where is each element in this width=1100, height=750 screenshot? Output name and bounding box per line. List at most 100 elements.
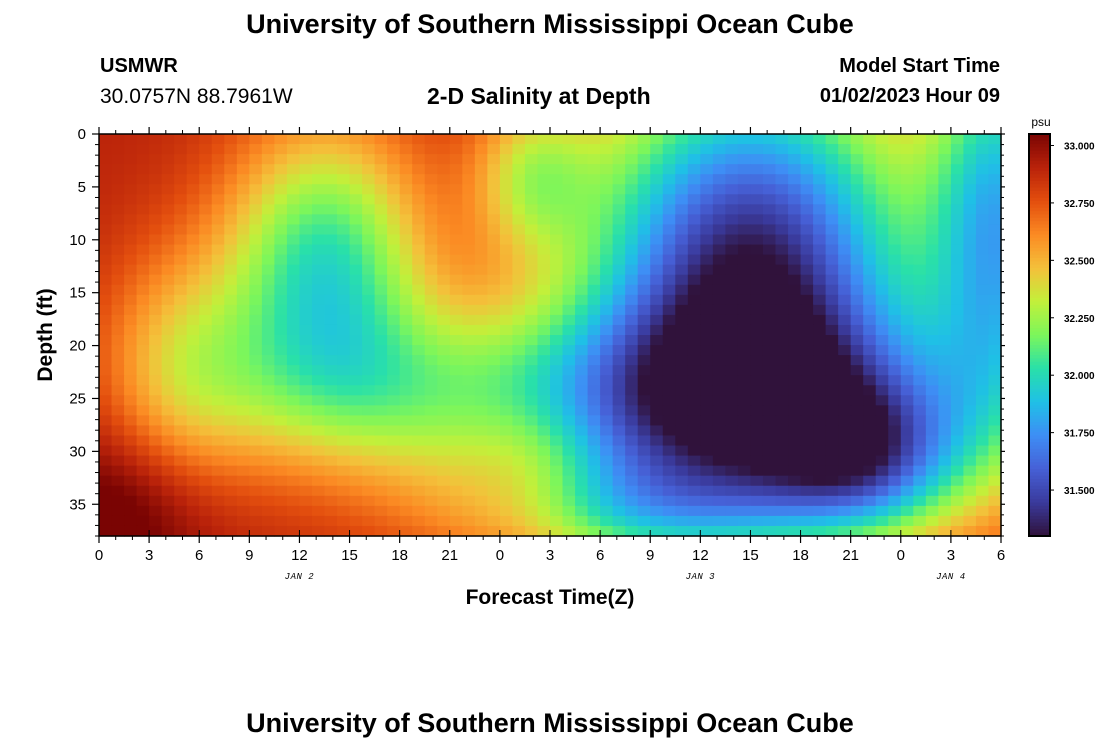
heatmap-cell (374, 405, 388, 416)
heatmap-cell (462, 324, 476, 336)
heatmap-cell (762, 234, 777, 246)
heatmap-cell (863, 355, 877, 366)
heatmap-cell (675, 154, 689, 165)
heatmap-cell (762, 264, 777, 276)
heatmap-cell (111, 435, 125, 447)
heatmap-cell (136, 204, 150, 215)
heatmap-cell (700, 485, 714, 497)
heatmap-cell (261, 314, 275, 326)
heatmap-cell (487, 304, 501, 316)
heatmap-cell (437, 224, 451, 236)
heatmap-cell (625, 234, 639, 246)
heatmap-cell (988, 445, 1002, 457)
heatmap-cell (838, 224, 852, 236)
heatmap-cell (600, 194, 614, 205)
heatmap-cell (950, 455, 965, 467)
heatmap-cell (324, 525, 338, 537)
colorbar-segment (1029, 214, 1050, 219)
heatmap-cell (838, 244, 852, 256)
heatmap-cell (863, 465, 877, 477)
heatmap-cell (186, 455, 200, 467)
heatmap-cell (199, 144, 213, 155)
heatmap-cell (211, 455, 225, 467)
heatmap-cell (750, 425, 764, 437)
heatmap-cell (925, 154, 939, 165)
heatmap-cell (675, 284, 689, 296)
heatmap-cell (587, 154, 601, 165)
heatmap-cell (236, 385, 250, 396)
heatmap-cell (875, 264, 889, 276)
heatmap-cell (612, 355, 626, 366)
heatmap-cell (762, 355, 777, 366)
heatmap-cell (925, 304, 939, 316)
heatmap-cell (186, 505, 200, 517)
heatmap-cell (349, 204, 363, 215)
heatmap-cell (124, 224, 138, 236)
heatmap-cell (875, 415, 889, 427)
heatmap-cell (174, 204, 188, 215)
heatmap-cell (487, 525, 501, 537)
heatmap-cell (224, 154, 238, 165)
colorbar-segment (1029, 147, 1050, 152)
heatmap-cell (725, 345, 739, 356)
heatmap-cell (261, 284, 275, 296)
heatmap-cell (988, 335, 1002, 346)
heatmap-cell (261, 144, 275, 155)
heatmap-cell (412, 324, 426, 336)
heatmap-cell (249, 375, 263, 386)
heatmap-cell (524, 515, 539, 527)
heatmap-cell (311, 164, 326, 175)
heatmap-cell (399, 525, 413, 537)
heatmap-cell (449, 154, 463, 165)
heatmap-cell (813, 304, 827, 316)
heatmap-cell (662, 435, 676, 447)
heatmap-cell (863, 204, 877, 215)
heatmap-cell (687, 244, 701, 256)
colorbar-segment (1029, 324, 1050, 329)
heatmap-cell (274, 294, 288, 306)
x-tick-label: 6 (596, 547, 604, 564)
heatmap-cell (149, 214, 163, 226)
heatmap-cell (174, 294, 188, 306)
heatmap-cell (487, 465, 501, 477)
x-tick-label: 21 (842, 547, 859, 564)
heatmap-cell (625, 345, 639, 356)
heatmap-cell (612, 204, 626, 215)
heatmap-cell (186, 405, 200, 416)
heatmap-cell (938, 525, 952, 537)
heatmap-cell (174, 355, 188, 366)
heatmap-cell (424, 254, 438, 266)
heatmap-cell (424, 515, 438, 527)
heatmap-cell (662, 254, 676, 266)
heatmap-cell (161, 505, 175, 517)
heatmap-cell (311, 525, 326, 537)
heatmap-cell (575, 164, 589, 175)
heatmap-cell (211, 274, 225, 286)
heatmap-cell (888, 385, 902, 396)
heatmap-cell (562, 385, 576, 396)
heatmap-cell (562, 284, 576, 296)
heatmap-cell (512, 495, 526, 507)
heatmap-cell (675, 445, 689, 457)
heatmap-cell (838, 294, 852, 306)
heatmap-cell (888, 495, 902, 507)
heatmap-cell (462, 425, 476, 437)
heatmap-cell (299, 355, 313, 366)
heatmap-cell (161, 194, 175, 205)
heatmap-cell (788, 254, 802, 266)
heatmap-cell (236, 144, 250, 155)
heatmap-cell (913, 425, 927, 437)
heatmap-cell (913, 345, 927, 356)
heatmap-cell (800, 254, 814, 266)
heatmap-cell (913, 294, 927, 306)
heatmap-cell (838, 415, 852, 427)
heatmap-cell (575, 515, 589, 527)
heatmap-cell (925, 144, 939, 155)
heatmap-cell (449, 284, 463, 296)
heatmap-cell (362, 455, 376, 467)
heatmap-cell (424, 184, 438, 195)
heatmap-cell (925, 435, 939, 447)
heatmap-cell (938, 284, 952, 296)
heatmap-cell (424, 375, 438, 386)
heatmap-cell (850, 425, 864, 437)
